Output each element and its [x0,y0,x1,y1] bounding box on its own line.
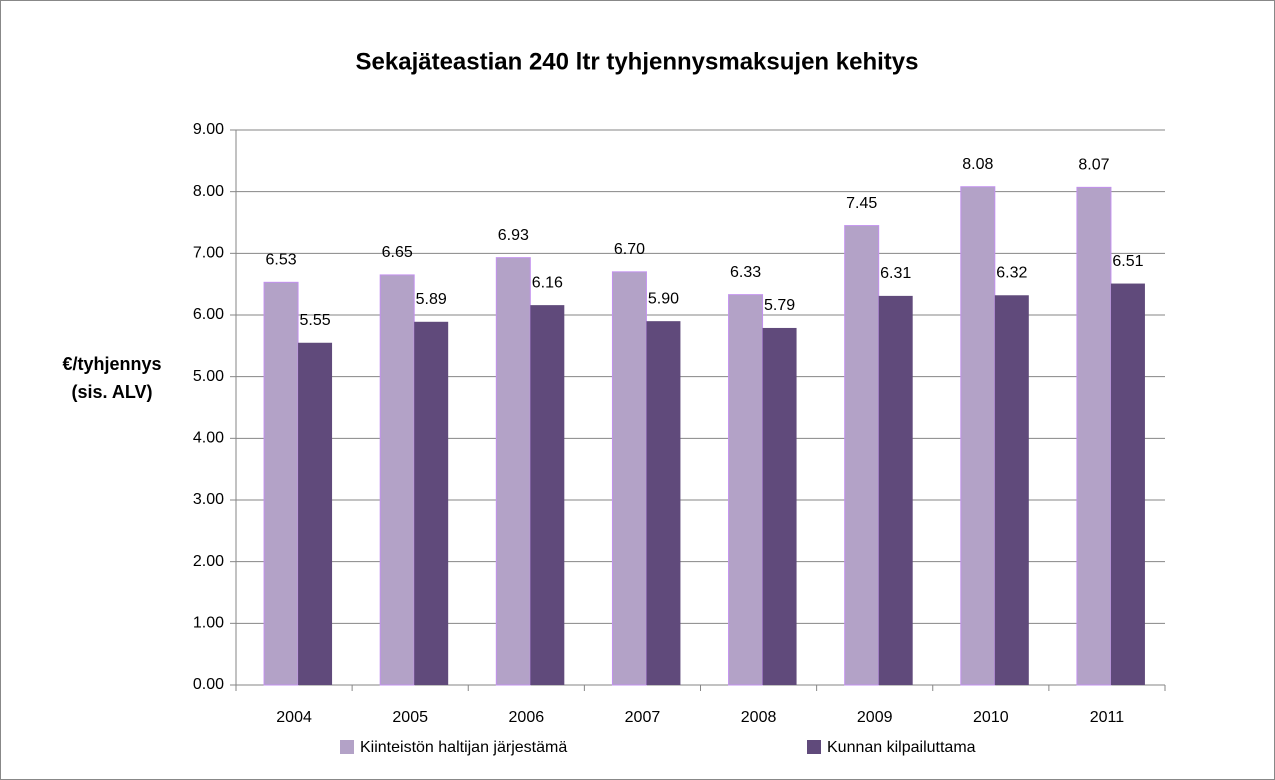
value-label: 5.89 [416,291,447,308]
bar [414,321,449,685]
value-label: 6.70 [614,241,645,258]
bar [495,257,531,686]
legend-swatch [807,740,821,754]
chart-title: Sekajäteastian 240 ltr tyhjennysmaksujen… [356,48,919,75]
legend-swatch [340,740,354,754]
y-tick-label: 2.00 [193,553,224,570]
x-tick-label: 2005 [392,709,428,726]
value-label: 7.45 [846,195,877,212]
y-tick-label: 5.00 [193,368,224,385]
value-label: 6.93 [498,227,529,244]
y-tick-label: 9.00 [193,121,224,138]
bar [1110,283,1145,685]
value-label: 5.55 [299,312,330,329]
y-tick-label: 3.00 [193,491,224,508]
bar [298,342,333,685]
y-tick-label: 7.00 [193,245,224,262]
bar [728,294,764,686]
y-tick-label: 4.00 [193,430,224,447]
bar [844,225,880,686]
y-tick-label: 8.00 [193,183,224,200]
bar [1076,186,1112,686]
value-label: 8.07 [1078,157,1109,174]
value-label: 6.32 [996,264,1027,281]
bar [263,281,299,686]
x-tick-label: 2004 [276,709,312,726]
x-tick-label: 2011 [1090,709,1125,726]
bar [994,295,1029,685]
value-label: 6.16 [532,274,563,291]
value-label: 6.31 [880,265,911,282]
bar [611,271,647,686]
bar [379,274,415,686]
value-label: 6.65 [382,244,413,261]
bar [762,327,797,685]
bar [878,295,913,685]
bar [646,321,681,685]
value-label: 6.33 [730,264,761,281]
legend-label: Kunnan kilpailuttama [827,739,976,756]
y-axis-label: (sis. ALV) [71,382,152,402]
y-tick-label: 0.00 [193,676,224,693]
x-tick-label: 2010 [973,709,1009,726]
value-label: 5.79 [764,297,795,314]
bar [960,186,996,686]
x-tick-label: 2009 [857,709,893,726]
value-label: 6.51 [1112,253,1143,270]
y-tick-label: 1.00 [193,615,224,632]
value-label: 8.08 [962,156,993,173]
y-tick-label: 6.00 [193,306,224,323]
legend-label: Kiinteistön haltijan järjestämä [360,739,567,756]
x-tick-label: 2007 [625,709,661,726]
value-label: 5.90 [648,290,679,307]
bar [530,305,565,685]
x-tick-label: 2006 [509,709,545,726]
x-tick-label: 2008 [741,709,777,726]
value-label: 6.53 [265,252,296,269]
y-axis-label: €/tyhjennys [62,354,161,374]
